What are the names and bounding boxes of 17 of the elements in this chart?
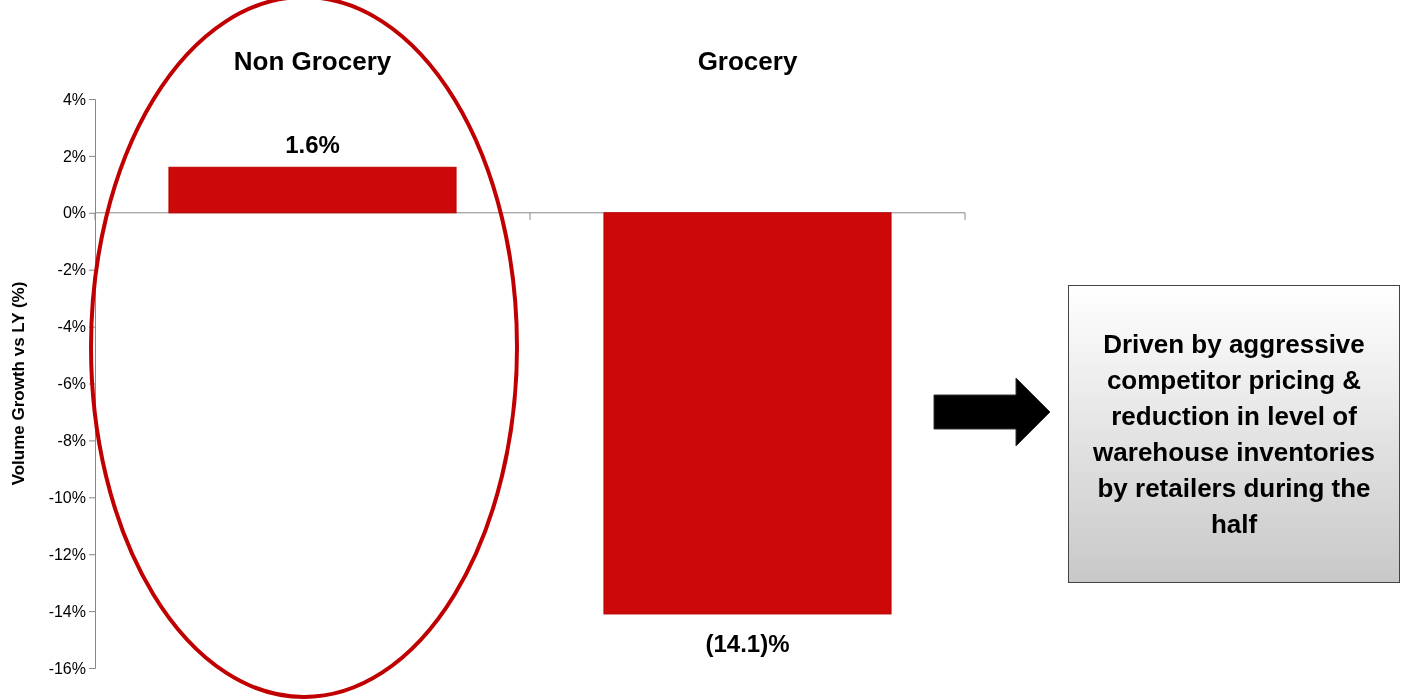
y-tick-label: 0%	[62, 204, 86, 222]
y-tick-label: -14%	[48, 602, 86, 620]
x-tick-label: Grocery	[697, 46, 798, 76]
y-axis-title: Volume Growth vs LY (%)	[9, 281, 28, 486]
y-tick-label: -12%	[48, 545, 86, 563]
y-tick-label: -6%	[57, 375, 86, 393]
text: Driven by aggressive competitor pricing & reduction in level of warehouse inventories by retailers during the half	[1068, 285, 1400, 583]
y-tick-label: 4%	[62, 90, 86, 108]
y-tick-label: -4%	[57, 318, 86, 336]
data-label: 1.6%	[285, 131, 340, 159]
y-tick-label: -8%	[57, 432, 86, 450]
y-tick-label: -16%	[48, 659, 86, 677]
y-tick-label: 2%	[62, 147, 86, 165]
x-tick-label: Non Grocery	[233, 46, 392, 76]
y-tick-label: -10%	[48, 488, 86, 506]
y-tick-label: -2%	[57, 261, 86, 279]
data-label: (14.1)%	[705, 629, 790, 657]
